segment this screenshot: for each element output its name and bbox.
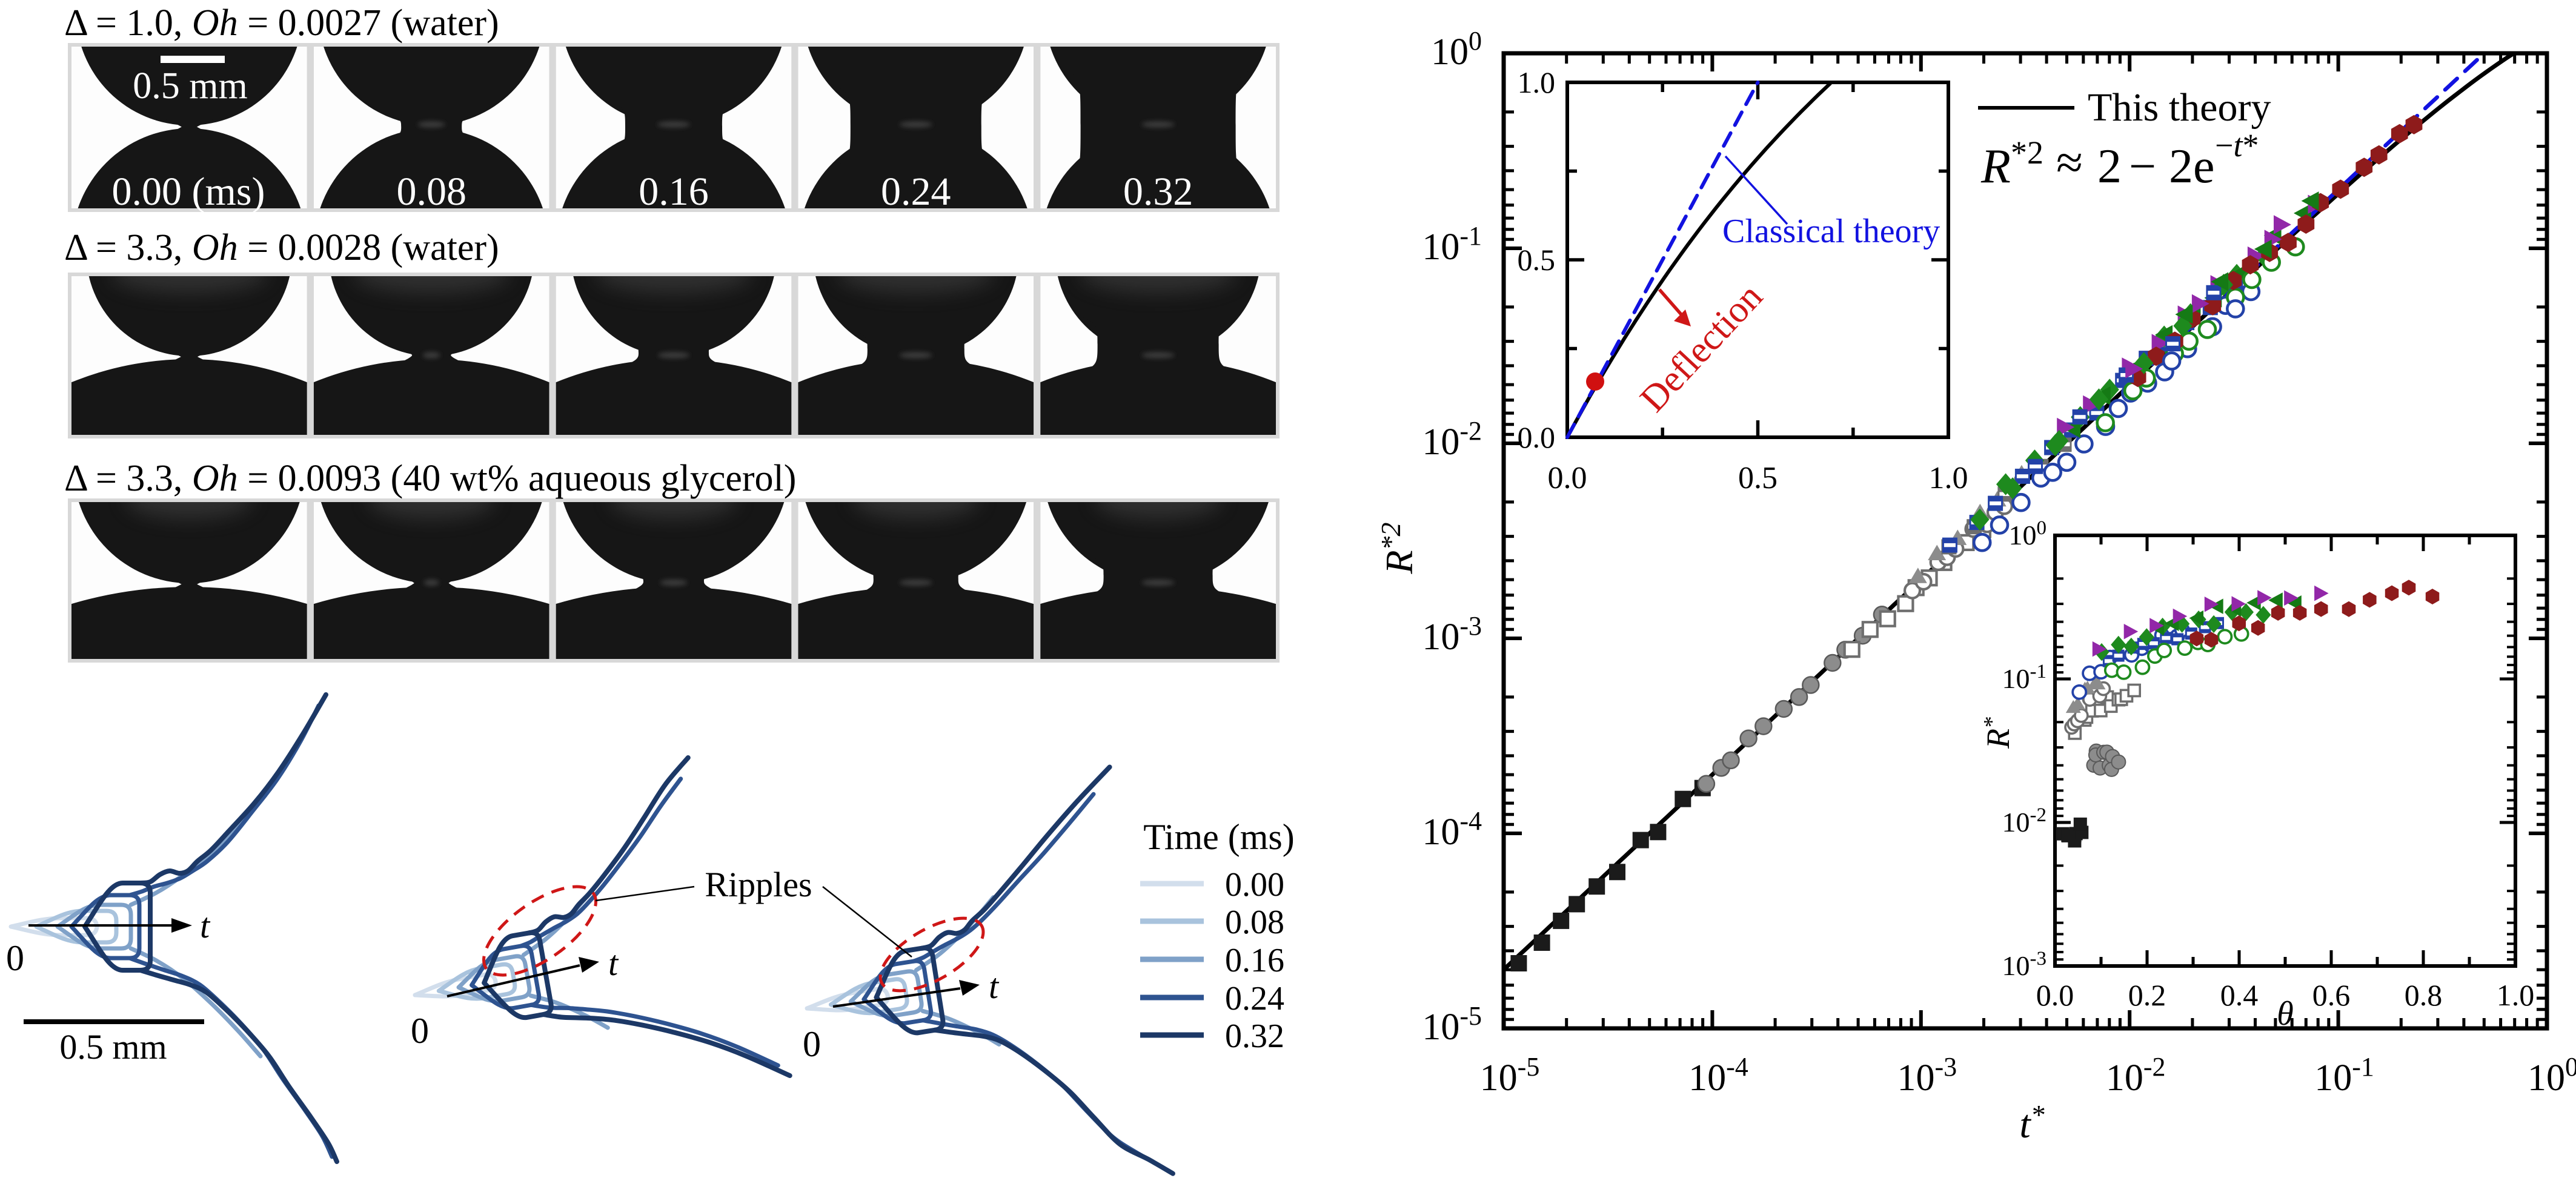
svg-text:t: t	[608, 944, 619, 983]
svg-text:0.24: 0.24	[1225, 980, 1284, 1017]
svg-text:100: 100	[1431, 26, 1482, 73]
svg-text:0.5 mm: 0.5 mm	[133, 65, 247, 107]
svg-text:θ: θ	[2277, 995, 2294, 1033]
svg-text:0: 0	[411, 1011, 429, 1051]
svg-text:10-1: 10-1	[1422, 221, 1482, 268]
svg-text:Classical theory: Classical theory	[1722, 213, 1940, 250]
svg-text:Time (ms): Time (ms)	[1143, 817, 1295, 857]
svg-text:0.00 (ms): 0.00 (ms)	[112, 170, 265, 214]
svg-text:−: −	[2129, 140, 2156, 193]
svg-text:0.32: 0.32	[1225, 1017, 1284, 1055]
svg-text:1.0: 1.0	[2497, 978, 2535, 1012]
svg-text:1.0: 1.0	[1929, 461, 1968, 495]
svg-text:10-2: 10-2	[1422, 416, 1482, 463]
svg-text:1.0: 1.0	[1518, 65, 1556, 99]
svg-text:0: 0	[803, 1024, 821, 1064]
svg-text:0.32: 0.32	[1123, 170, 1193, 214]
svg-text:0.08: 0.08	[1225, 904, 1284, 941]
svg-text:0.6: 0.6	[2312, 978, 2351, 1012]
svg-text:R: R	[1980, 140, 2011, 193]
svg-text:≈: ≈	[2056, 136, 2083, 190]
svg-text:0.08: 0.08	[396, 170, 466, 214]
svg-text:0.5: 0.5	[1738, 461, 1778, 495]
svg-text:0.5 mm: 0.5 mm	[59, 1027, 167, 1067]
svg-text:0.8: 0.8	[2405, 978, 2443, 1012]
svg-text:2: 2	[2097, 140, 2122, 193]
svg-text:2e: 2e	[2169, 140, 2215, 193]
svg-text:0.24: 0.24	[881, 170, 951, 214]
svg-text:*2: *2	[2011, 134, 2043, 171]
svg-text:0.5: 0.5	[1518, 243, 1556, 277]
svg-text:−t*: −t*	[2215, 127, 2259, 164]
svg-text:0.16: 0.16	[1225, 942, 1284, 979]
svg-text:0: 0	[6, 938, 24, 978]
svg-text:0.16: 0.16	[639, 170, 709, 214]
svg-text:Ripples: Ripples	[705, 865, 812, 904]
svg-text:t: t	[200, 906, 211, 945]
svg-text:0.4: 0.4	[2220, 978, 2259, 1012]
svg-text:0.0: 0.0	[1548, 461, 1587, 495]
svg-text:0.0: 0.0	[2036, 978, 2074, 1012]
svg-text:0.2: 0.2	[2128, 978, 2166, 1012]
svg-text:0.00: 0.00	[1225, 866, 1284, 904]
svg-text:Δ = 1.0, Oh = 0.0027 (water): Δ = 1.0, Oh = 0.0027 (water)	[64, 2, 499, 44]
svg-text:t: t	[989, 967, 1000, 1006]
svg-text:Δ = 3.3, Oh = 0.0093 (40 wt% a: Δ = 3.3, Oh = 0.0093 (40 wt% aqueous gly…	[64, 458, 796, 499]
svg-text:Δ = 3.3, Oh = 0.0028 (water): Δ = 3.3, Oh = 0.0028 (water)	[64, 227, 499, 268]
svg-text:This theory: This theory	[2088, 85, 2271, 130]
svg-text:10-2: 10-2	[2106, 1052, 2166, 1099]
svg-text:0.0: 0.0	[1518, 420, 1556, 454]
